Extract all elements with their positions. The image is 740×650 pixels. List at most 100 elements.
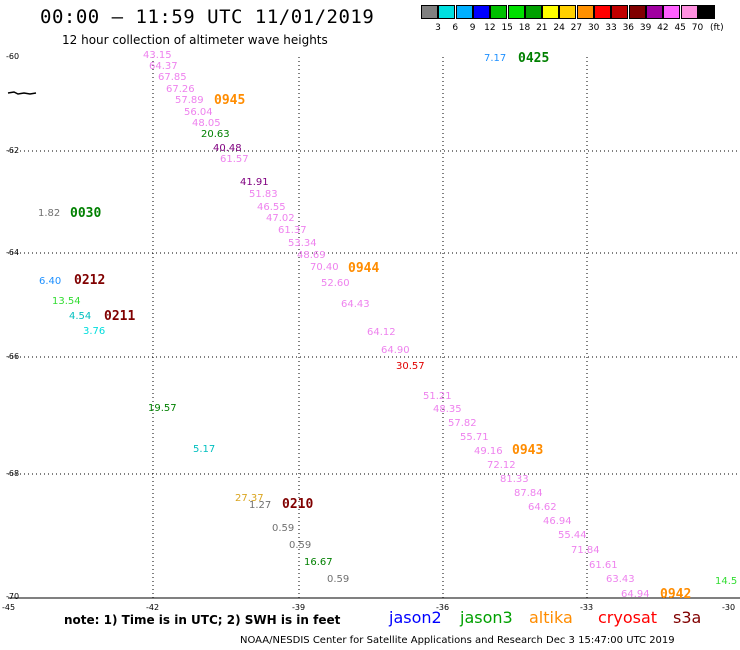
legend-tick: 36 — [622, 23, 635, 33]
satellite-cryosat: cryosat — [598, 608, 658, 627]
legend-tick: 21 — [536, 23, 548, 33]
swh-value: 13.54 — [52, 296, 81, 307]
swh-value: 4.54 — [69, 311, 92, 322]
swh-value: 67.85 — [158, 72, 187, 83]
swh-value: 63.43 — [606, 574, 635, 585]
legend-swatch — [524, 5, 542, 19]
legend-swatch — [507, 5, 525, 19]
pass-time: 0944 — [348, 261, 380, 276]
credit-line: NOAA/NESDIS Center for Satellite Applica… — [240, 635, 675, 646]
legend-swatch — [542, 5, 560, 19]
pass-time: 0425 — [518, 51, 550, 66]
swh-value: 14.5 — [715, 576, 738, 587]
map-title: 00:00 – 11:59 UTC 11/01/2019 — [40, 6, 375, 28]
satellite-jason2: jason2 — [389, 608, 442, 627]
swh-value: 7.17 — [484, 53, 507, 64]
legend-swatch — [490, 5, 508, 19]
legend-swatch — [663, 5, 681, 19]
lat-label-66: -66 — [6, 352, 20, 361]
swh-value: 52.60 — [321, 278, 350, 289]
legend-swatch — [576, 5, 594, 19]
swh-value: 55.71 — [460, 432, 489, 443]
swh-value: 81.33 — [500, 474, 529, 485]
swh-value: 53.34 — [288, 238, 317, 249]
legend-swatch — [455, 5, 473, 19]
swh-value: 1.82 — [38, 208, 61, 219]
legend-tick: 27 — [570, 23, 583, 33]
swh-value: 64.62 — [528, 502, 557, 513]
legend-tick: 9 — [469, 23, 476, 33]
lon-label-45: -45 — [2, 603, 16, 612]
swh-value: 48.05 — [192, 118, 221, 129]
swh-value: 3.76 — [83, 326, 106, 337]
swh-value: 0.59 — [327, 574, 350, 585]
legend-swatch — [697, 5, 715, 19]
swh-value: 48.69 — [297, 250, 326, 261]
lat-label-60: -60 — [6, 52, 20, 61]
lon-label-39: -39 — [292, 603, 306, 612]
coastline-fragment — [7, 91, 37, 95]
swh-value: 49.16 — [474, 446, 503, 457]
swh-value: 41.91 — [240, 177, 269, 188]
swh-value: 46.94 — [543, 516, 572, 527]
satellite-altika: altika — [529, 608, 573, 627]
swh-value: 57.89 — [175, 95, 204, 106]
swh-value: 67.26 — [166, 84, 195, 95]
lat-label-64: -64 — [6, 248, 20, 257]
swh-value: 5.17 — [193, 444, 216, 455]
pass-time: 0945 — [214, 93, 246, 108]
swh-value: 64.94 — [621, 589, 650, 600]
satellite-s3a: s3a — [673, 608, 702, 627]
satellite-jason3: jason3 — [460, 608, 513, 627]
swh-value: 0.59 — [289, 540, 312, 551]
swh-value: 72.12 — [487, 460, 516, 471]
pass-time: 0212 — [74, 273, 106, 288]
legend-tick: 18 — [518, 23, 531, 33]
lon-label-42: -42 — [146, 603, 160, 612]
swh-value: 64.37 — [149, 61, 178, 72]
legend-swatch — [594, 5, 611, 19]
lat-label-62: -62 — [6, 146, 20, 155]
pass-time: 0943 — [512, 443, 544, 458]
swh-value: 70.40 — [310, 262, 339, 273]
legend-tick: 3 — [435, 23, 441, 33]
legend-tick: 15 — [501, 23, 513, 33]
legend-tick: 30 — [587, 23, 600, 33]
legend-swatch — [421, 5, 438, 19]
legend-tick: 33 — [605, 23, 617, 33]
swh-value: 0.59 — [272, 523, 295, 534]
swh-value: 51.21 — [423, 391, 452, 402]
swh-value: 64.43 — [341, 299, 370, 310]
swh-value: 57.82 — [448, 418, 477, 429]
legend-tick: 70 — [691, 23, 704, 33]
swh-value: 64.90 — [381, 345, 410, 356]
swh-value: 30.57 — [396, 361, 425, 372]
swh-value: 48.35 — [433, 404, 462, 415]
lon-label-33: -33 — [580, 603, 594, 612]
pass-time: 0030 — [70, 206, 102, 221]
swh-value: 16.67 — [304, 557, 333, 568]
swh-value: 40.48 — [213, 143, 242, 154]
lon-label-36: -36 — [436, 603, 450, 612]
swh-value: 61.57 — [220, 154, 249, 165]
swh-value: 27.37 — [235, 493, 264, 504]
swh-value: 19.57 — [148, 403, 177, 414]
legend-swatch — [472, 5, 490, 19]
swh-value: 55.44 — [558, 530, 587, 541]
swh-value: 61.61 — [589, 560, 618, 571]
lon-label-30: -30 — [722, 603, 736, 612]
lat-label-68: -68 — [6, 469, 20, 478]
swh-value: 46.55 — [257, 202, 286, 213]
footnote: note: 1) Time is in UTC; 2) SWH is in fe… — [64, 613, 341, 627]
legend-tick: 24 — [553, 23, 565, 33]
swh-value: 43.15 — [143, 50, 172, 61]
legend-tick: 42 — [657, 23, 669, 33]
swh-value: 6.40 — [39, 276, 62, 287]
legend-tick: 45 — [674, 23, 686, 33]
swh-value: 87.84 — [514, 488, 543, 499]
swh-value: 64.12 — [367, 327, 396, 338]
swh-value: 51.83 — [249, 189, 278, 200]
legend-swatch — [680, 5, 698, 19]
